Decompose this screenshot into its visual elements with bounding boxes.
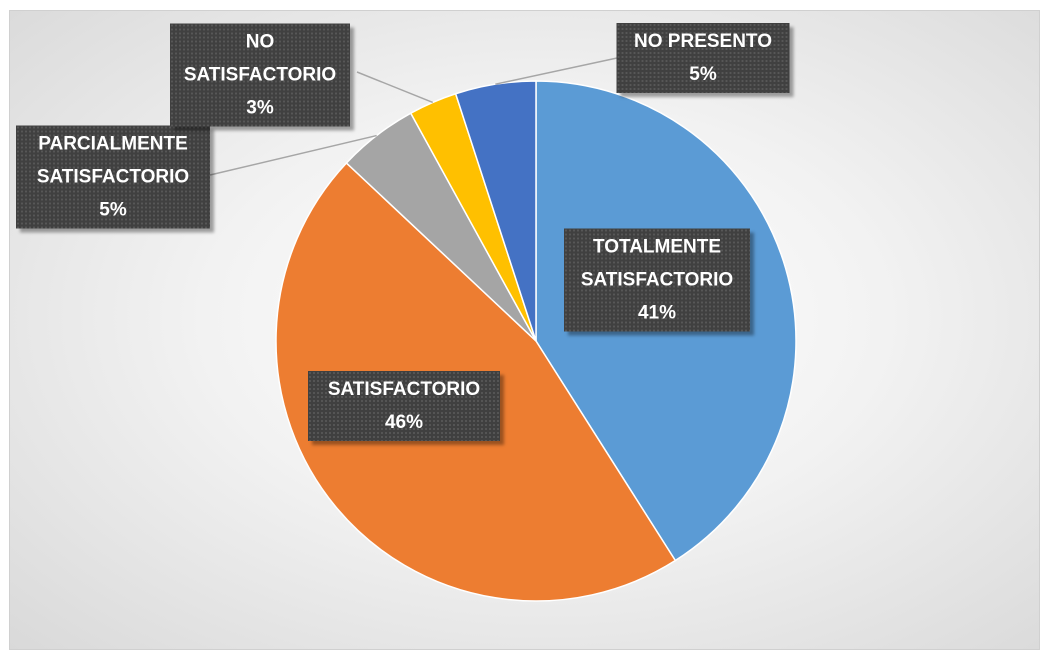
data-label: NO SATISFACTORIO 3% (170, 23, 350, 127)
data-label-category: TOTALMENTE SATISFACTORIO (580, 236, 734, 291)
leader-line (356, 71, 434, 104)
data-label-value: 5% (689, 64, 717, 85)
pie-slice (454, 80, 537, 342)
data-label-category: PARCIALMENTE SATISFACTORIO (36, 133, 190, 188)
data-label-value: 5% (99, 199, 127, 221)
data-label-value: 46% (384, 412, 424, 433)
data-label-value: 3% (246, 97, 274, 119)
data-label-value: 41% (637, 302, 677, 324)
data-label-category: NO PRESENTO (634, 31, 772, 52)
leader-line (209, 134, 377, 176)
data-label-category: SATISFACTORIO (327, 379, 481, 400)
data-label-category: NO SATISFACTORIO (183, 31, 337, 86)
leader-line (495, 57, 618, 85)
data-label: PARCIALMENTE SATISFACTORIO 5% (16, 125, 210, 229)
data-label: SATISFACTORIO 46% (308, 371, 500, 441)
data-label: NO PRESENTO 5% (616, 23, 790, 93)
data-label: TOTALMENTE SATISFACTORIO 41% (564, 228, 750, 332)
